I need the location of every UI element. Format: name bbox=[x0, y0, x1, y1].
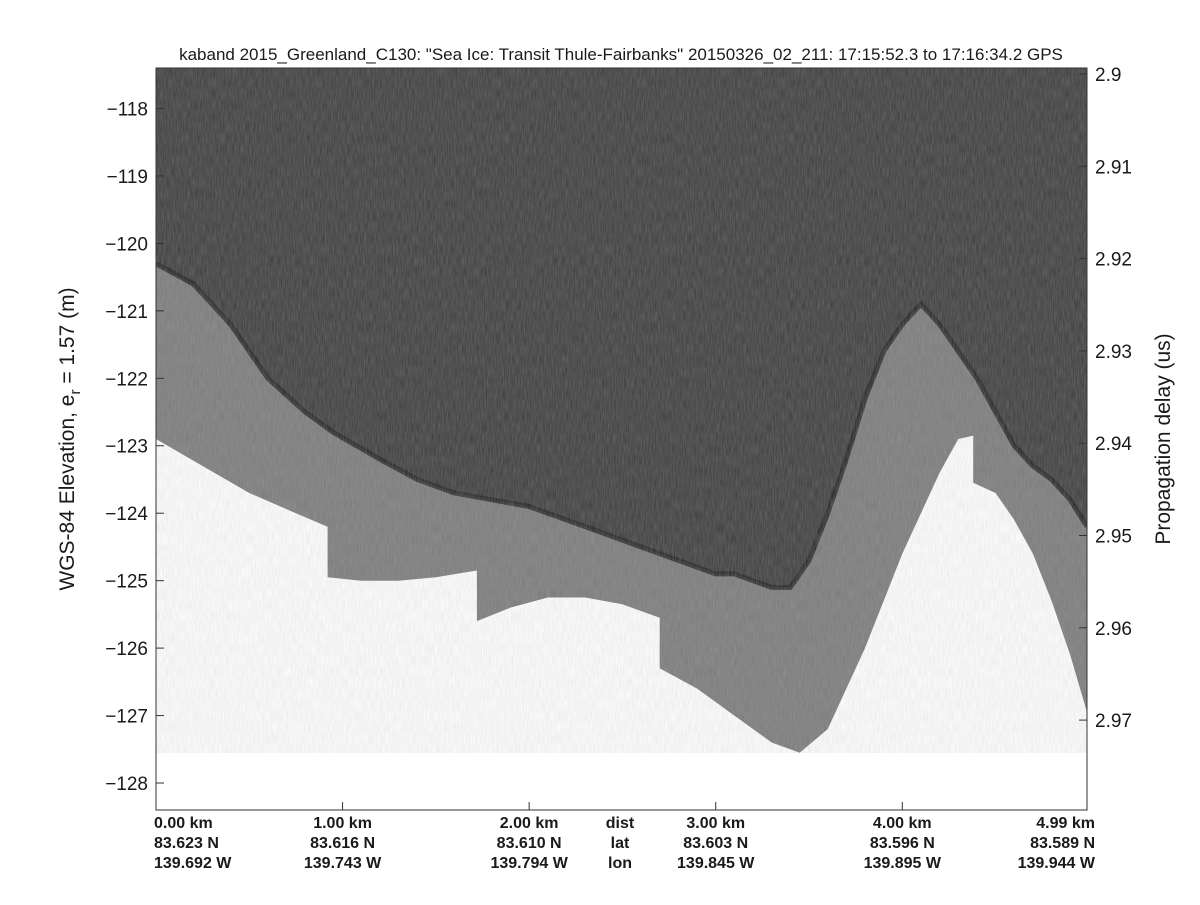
x-tick-lon-label: 139.743 W bbox=[304, 855, 382, 872]
right-axis: 2.9 2.91 2.92 2.93 2.94 2.95 2.96 2.97 bbox=[1079, 65, 1132, 732]
left-tick-label: −125 bbox=[105, 572, 148, 593]
left-tick-label: −118 bbox=[107, 99, 148, 120]
x-row-label-lat: lat bbox=[611, 835, 630, 852]
x-tick-dist-label: 4.99 km bbox=[1036, 815, 1095, 832]
plot-area bbox=[156, 68, 1087, 810]
left-tick-label: −122 bbox=[105, 369, 148, 390]
right-tick-label: 2.94 bbox=[1095, 434, 1132, 455]
x-tick-lat-label: 83.623 N bbox=[154, 835, 219, 852]
right-tick-label: 2.91 bbox=[1095, 157, 1132, 178]
x-row-label-lon: lon bbox=[608, 855, 632, 872]
x-tick-lon-label: 139.944 W bbox=[1018, 855, 1096, 872]
left-axis: −118 −119 −120 −121 −122 −123 −124 −125 −126 −127… bbox=[105, 99, 164, 795]
x-tick-dist-label: 3.00 km bbox=[686, 815, 745, 832]
x-tick-lon-label: 139.692 W bbox=[154, 855, 232, 872]
x-tick-lon-label: 139.794 W bbox=[490, 855, 568, 872]
right-tick-label: 2.9 bbox=[1095, 65, 1121, 86]
x-tick-lat-label: 83.596 N bbox=[870, 835, 935, 852]
right-tick-label: 2.97 bbox=[1095, 711, 1132, 732]
chart-title: kaband 2015_Greenland_C130: "Sea Ice: Tr… bbox=[179, 45, 1063, 64]
right-tick-label: 2.93 bbox=[1095, 342, 1132, 363]
plot-frame bbox=[155, 67, 1088, 811]
y-axis-label-left: WGS-84 Elevation, er = 1.57 (m) bbox=[56, 287, 84, 590]
x-row-label-dist: dist bbox=[606, 815, 635, 832]
right-tick-label: 2.96 bbox=[1095, 619, 1132, 640]
x-tick-lat-label: 83.610 N bbox=[497, 835, 562, 852]
right-tick-label: 2.92 bbox=[1095, 250, 1132, 271]
left-tick-label: −120 bbox=[105, 234, 148, 255]
x-tick-lon-label: 139.845 W bbox=[677, 855, 755, 872]
left-tick-label: −127 bbox=[105, 707, 148, 728]
bottom-axis: 0.00 km 83.623 N 139.692 W 1.00 km 83.616 N 1… bbox=[154, 802, 1096, 872]
left-tick-label: −126 bbox=[105, 639, 148, 660]
x-tick-lon-label: 139.895 W bbox=[864, 855, 942, 872]
x-tick-dist-label: 0.00 km bbox=[154, 815, 213, 832]
left-tick-label: −121 bbox=[105, 302, 148, 323]
x-tick-lat-label: 83.589 N bbox=[1030, 835, 1095, 852]
x-tick-dist-label: 1.00 km bbox=[313, 815, 372, 832]
y-axis-label-right: Propagation delay (us) bbox=[1152, 333, 1175, 544]
x-tick-lat-label: 83.616 N bbox=[310, 835, 375, 852]
left-tick-label: −124 bbox=[105, 504, 148, 525]
left-tick-label: −123 bbox=[105, 437, 148, 458]
x-tick-dist-label: 4.00 km bbox=[873, 815, 932, 832]
left-tick-label: −128 bbox=[105, 774, 148, 795]
left-tick-label: −119 bbox=[107, 167, 148, 188]
x-tick-dist-label: 2.00 km bbox=[500, 815, 559, 832]
speckle-texture bbox=[156, 68, 1087, 753]
right-tick-label: 2.95 bbox=[1095, 527, 1132, 548]
x-tick-lat-label: 83.603 N bbox=[683, 835, 748, 852]
